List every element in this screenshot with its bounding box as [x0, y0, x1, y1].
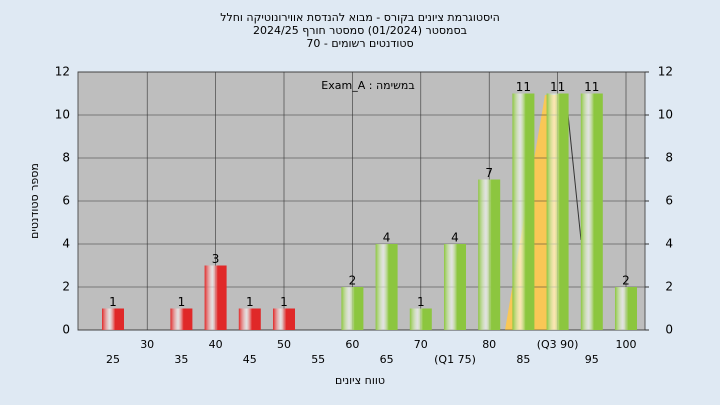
bar: [102, 308, 124, 330]
value-label: 11: [550, 80, 565, 94]
value-label: 3: [212, 252, 220, 266]
bar: [170, 308, 193, 330]
y2-tick-label: 2: [665, 280, 673, 294]
value-label: 1: [417, 295, 425, 309]
title-line: בסמסטר (01/2024) סמסטר חורף 2024/25: [253, 24, 467, 37]
value-label: 7: [485, 166, 493, 180]
value-label: 4: [383, 231, 391, 245]
x-tick-label: 50: [277, 338, 291, 351]
bar: [204, 265, 227, 330]
y2-tick-label: 12: [658, 65, 673, 79]
value-label: 1: [246, 295, 254, 309]
annotation: במשימה : Exam_A: [321, 79, 414, 92]
bar: [444, 244, 466, 330]
bar: [478, 179, 501, 330]
title-line: סטודנטים רשומים - 70: [306, 37, 413, 50]
value-label: 11: [584, 80, 599, 94]
x-tick-label: (Q1 75): [434, 353, 476, 366]
y-tick-label: 6: [62, 194, 70, 208]
bar: [512, 93, 535, 330]
y-tick-label: 8: [62, 151, 70, 165]
value-label: 1: [178, 295, 186, 309]
x-tick-label: 40: [209, 338, 223, 351]
x-tick-label: 35: [174, 353, 188, 366]
y-tick-label: 4: [62, 237, 70, 251]
bar: [546, 93, 569, 330]
x-tick-label: 85: [516, 353, 530, 366]
value-label: 2: [349, 274, 357, 288]
x-tick-label: 45: [243, 353, 257, 366]
x-tick-label: 70: [414, 338, 428, 351]
bar: [341, 287, 364, 330]
value-label: 4: [451, 231, 459, 245]
y2-tick-label: 0: [665, 323, 673, 337]
y-tick-label: 2: [62, 280, 70, 294]
value-label: 2: [622, 274, 630, 288]
y-tick-label: 12: [55, 65, 70, 79]
y2-tick-label: 6: [665, 194, 673, 208]
value-label: 1: [109, 295, 117, 309]
x-tick-label: (Q3 90): [537, 338, 579, 351]
bar: [615, 287, 637, 330]
x-tick-label: 55: [311, 353, 325, 366]
x-tick-label: 95: [585, 353, 599, 366]
y2-tick-label: 8: [665, 151, 673, 165]
x-tick-label: 25: [106, 353, 120, 366]
x-tick-label: 60: [345, 338, 359, 351]
title-line: היסטוגרמת ציונים בקורס - מבוא להנדסת אוו…: [220, 11, 500, 24]
x-tick-label: 30: [140, 338, 154, 351]
x-axis-label: טווח ציונים: [335, 374, 385, 387]
value-label: 11: [516, 80, 531, 94]
y-tick-label: 0: [62, 323, 70, 337]
bar: [273, 308, 295, 330]
value-label: 1: [280, 295, 288, 309]
y-axis-label: מספר סטודנטים: [28, 163, 41, 239]
bar: [580, 93, 603, 330]
bar: [409, 308, 432, 330]
bar: [375, 244, 398, 330]
x-tick-label: 100: [616, 338, 637, 351]
bar: [238, 308, 261, 330]
x-tick-label: 65: [380, 353, 394, 366]
y2-tick-label: 10: [658, 108, 673, 122]
y2-tick-label: 4: [665, 237, 673, 251]
y-tick-label: 10: [55, 108, 70, 122]
x-tick-label: 80: [482, 338, 496, 351]
